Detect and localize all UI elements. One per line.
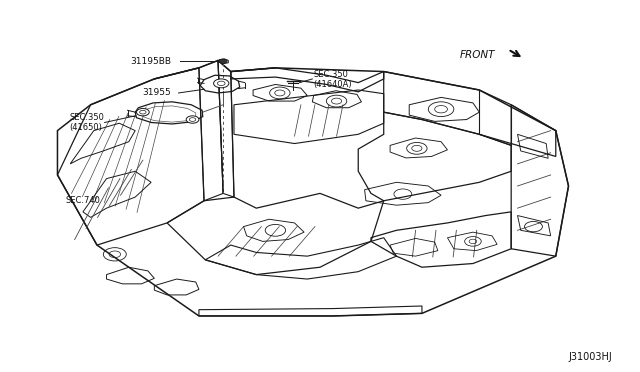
Text: 31195BB: 31195BB (131, 57, 172, 66)
Text: SEC.350
(41640A): SEC.350 (41640A) (314, 70, 352, 89)
Circle shape (214, 79, 229, 88)
Text: J31003HJ: J31003HJ (568, 352, 612, 362)
Text: SEC.350
(41650): SEC.350 (41650) (70, 113, 104, 132)
Circle shape (186, 116, 199, 123)
Circle shape (220, 59, 227, 63)
Text: FRONT: FRONT (460, 49, 496, 60)
Circle shape (136, 109, 149, 116)
Text: SEC.740: SEC.740 (65, 196, 100, 205)
Text: 31955: 31955 (143, 89, 172, 97)
